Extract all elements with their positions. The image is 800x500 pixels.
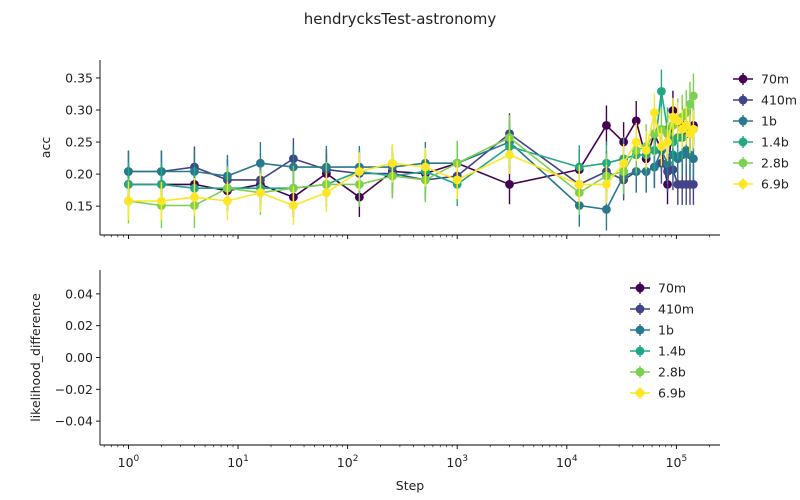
data-point [420,162,430,172]
data-point [190,192,199,202]
y-tick-label: 0.20 [65,167,93,182]
data-point [619,158,629,168]
data-point [673,116,683,126]
legend-item-410m: 410m [630,302,694,317]
data-point [602,120,611,130]
y-axis-label: acc [38,137,53,159]
data-point [387,158,397,168]
legend-label: 70m [658,281,686,296]
legend-label: 6.9b [658,386,686,401]
y-tick-label: 0.02 [65,318,93,333]
figure-title: hendrycksTest-astronomy [304,10,497,28]
legend-item-70m: 70m [630,281,686,296]
x-tick-label: 103 [446,454,468,470]
x-tick-label: 101 [227,454,249,470]
data-point [256,158,265,168]
data-point [602,179,611,189]
data-point [124,196,133,206]
y-tick-label: 0.35 [65,70,93,85]
legend-item-70m: 70m [733,72,789,87]
data-point [689,179,698,189]
y-tick-label: −0.04 [55,414,93,429]
legend-label: 2.8b [658,365,686,380]
legend-marker [635,304,645,314]
legend-marker [738,74,748,84]
data-point [663,137,672,147]
legend-item-1.4b: 1.4b [733,135,789,150]
data-point [657,142,666,151]
data-point [689,124,698,134]
legend-item-6.9b: 6.9b [630,386,686,401]
legend-marker [635,283,645,293]
data-point [602,204,611,214]
legend-item-1b: 1b [630,323,674,338]
x-axis-label: Step [396,478,425,493]
data-point [663,158,672,168]
legend-item-1.4b: 1.4b [630,344,686,359]
data-point [505,179,514,189]
data-point [631,116,641,126]
data-point [657,87,666,96]
y-tick-label: 0.30 [65,103,93,118]
data-point [223,196,232,206]
likelihood-difference-panel: −0.04 −0.02 0.00 0.02 0.04 100 101 102 103 104 105… [28,270,720,493]
data-point [321,188,331,198]
x-tick-label: 105 [666,454,688,470]
data-point [689,154,698,164]
legend-marker [738,137,748,147]
y-tick-label: −0.02 [55,382,93,397]
acc-panel: 0.15 0.20 0.25 0.30 0.35 acc 70m 410m 1b 1.4b 2.8b… [38,60,797,239]
data-point [157,196,166,206]
legend-item-2.8b: 2.8b [630,365,686,380]
data-point [505,150,514,160]
y-tick-label: 0.00 [65,350,93,365]
legend-marker [738,158,748,168]
legend-label: 6.9b [761,177,789,192]
legend-label: 70m [761,72,789,87]
data-point [354,167,364,176]
data-point [631,137,641,147]
legend-marker [635,367,645,377]
legend-label: 1.4b [658,344,686,359]
legend-label: 410m [761,93,797,108]
data-point [650,108,659,117]
data-point [650,129,659,139]
legend-label: 410m [658,302,694,317]
x-tick-label: 100 [118,454,140,470]
legend-item-410m: 410m [733,93,797,108]
legend-item-2.8b: 2.8b [733,156,789,171]
legend-label: 1b [761,114,777,129]
data-point [681,120,691,130]
data-point [574,179,584,189]
legend-label: 2.8b [761,156,789,171]
legend-marker [738,95,748,105]
legend-item-6.9b: 6.9b [733,177,789,192]
legend-marker [738,116,748,126]
legend-marker [635,388,645,398]
data-point [288,201,298,210]
legend-marker [635,325,645,335]
data-point [685,99,695,109]
data-point [256,188,265,198]
y-axis-label: likelihood_difference [28,293,43,422]
y-tick-label: 0.25 [65,135,93,150]
x-tick-label: 104 [556,454,578,470]
legend-marker [738,179,748,189]
data-point [452,175,462,185]
legend-item-1b: 1b [733,114,777,129]
series-6.9b [124,93,698,225]
legend-label: 1.4b [761,135,789,150]
data-point [689,91,698,101]
x-tick-label: 102 [337,454,359,470]
y-tick-label: 0.04 [65,286,93,301]
legend-marker [635,346,645,356]
y-tick-label: 0.15 [65,199,93,214]
legend-label: 1b [658,323,674,338]
data-point [641,145,651,155]
